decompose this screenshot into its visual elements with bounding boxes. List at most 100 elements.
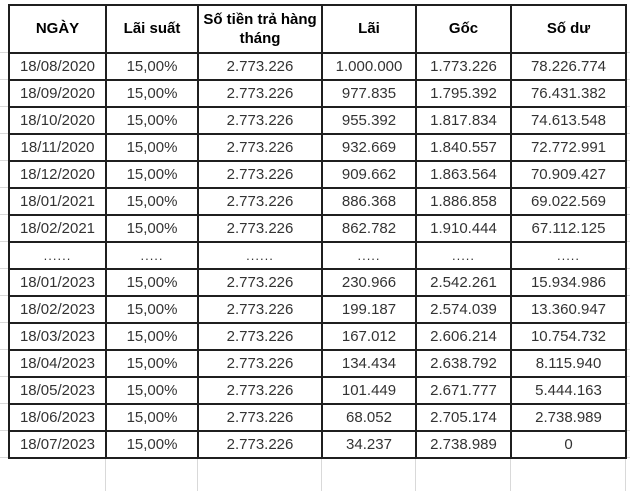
cell-date[interactable]: 18/12/2020 (8, 160, 107, 189)
cell-interest[interactable]: 34.237 (321, 430, 417, 459)
cell-payment[interactable]: 2.773.226 (197, 160, 323, 189)
cell-date[interactable]: ...... (8, 241, 107, 270)
cell-date[interactable]: 18/06/2023 (8, 403, 107, 432)
cell-payment[interactable]: 2.773.226 (197, 349, 323, 378)
cell-rate[interactable]: 15,00% (105, 79, 199, 108)
cell-principal[interactable]: 2.671.777 (415, 376, 512, 405)
column-header-rate[interactable]: Lãi suất (105, 4, 199, 54)
cell-interest[interactable]: 862.782 (321, 214, 417, 243)
cell-payment[interactable]: 2.773.226 (197, 376, 323, 405)
cell-payment[interactable]: 2.773.226 (197, 106, 323, 135)
cell-principal[interactable]: 1.840.557 (415, 133, 512, 162)
cell-date[interactable]: 18/01/2023 (8, 268, 107, 297)
cell-date[interactable]: 18/01/2021 (8, 187, 107, 216)
cell-balance[interactable]: 0 (510, 430, 627, 459)
cell-principal[interactable]: 2.606.214 (415, 322, 512, 351)
cell-payment[interactable]: 2.773.226 (197, 403, 323, 432)
cell-payment[interactable]: ...... (197, 241, 323, 270)
cell-payment[interactable]: 2.773.226 (197, 133, 323, 162)
cell-balance[interactable]: 78.226.774 (510, 52, 627, 81)
cell-principal[interactable]: 2.738.989 (415, 430, 512, 459)
cell-date[interactable]: 18/10/2020 (8, 106, 107, 135)
cell-balance[interactable]: 5.444.163 (510, 376, 627, 405)
cell-balance[interactable]: ..... (510, 241, 627, 270)
cell-date[interactable]: 18/07/2023 (8, 430, 107, 459)
cell-rate[interactable]: 15,00% (105, 349, 199, 378)
cell-rate[interactable]: 15,00% (105, 295, 199, 324)
cell-principal[interactable]: ..... (415, 241, 512, 270)
column-header-date[interactable]: NGÀY (8, 4, 107, 54)
cell-balance[interactable]: 13.360.947 (510, 295, 627, 324)
cell-rate[interactable]: 15,00% (105, 106, 199, 135)
cell-rate[interactable]: ..... (105, 241, 199, 270)
cell-balance[interactable]: 15.934.986 (510, 268, 627, 297)
table-row: 18/08/2020 15,00% 2.773.226 1.000.000 1.773.… (8, 52, 627, 81)
cell-principal[interactable]: 2.705.174 (415, 403, 512, 432)
column-header-balance[interactable]: Số dư (510, 4, 627, 54)
cell-principal[interactable]: 1.910.444 (415, 214, 512, 243)
cell-interest[interactable]: 977.835 (321, 79, 417, 108)
cell-rate[interactable]: 15,00% (105, 160, 199, 189)
cell-balance[interactable]: 74.613.548 (510, 106, 627, 135)
cell-rate[interactable]: 15,00% (105, 52, 199, 81)
cell-payment[interactable]: 2.773.226 (197, 187, 323, 216)
cell-interest[interactable]: 909.662 (321, 160, 417, 189)
cell-principal[interactable]: 2.638.792 (415, 349, 512, 378)
cell-balance[interactable]: 69.022.569 (510, 187, 627, 216)
cell-interest[interactable]: 955.392 (321, 106, 417, 135)
cell-balance[interactable]: 8.115.940 (510, 349, 627, 378)
cell-balance[interactable]: 10.754.732 (510, 322, 627, 351)
cell-payment[interactable]: 2.773.226 (197, 430, 323, 459)
cell-rate[interactable]: 15,00% (105, 322, 199, 351)
cell-rate[interactable]: 15,00% (105, 214, 199, 243)
cell-balance[interactable]: 2.738.989 (510, 403, 627, 432)
cell-balance[interactable]: 70.909.427 (510, 160, 627, 189)
cell-rate[interactable]: 15,00% (105, 133, 199, 162)
cell-payment[interactable]: 2.773.226 (197, 52, 323, 81)
cell-rate[interactable]: 15,00% (105, 376, 199, 405)
cell-payment[interactable]: 2.773.226 (197, 268, 323, 297)
cell-interest[interactable]: ..... (321, 241, 417, 270)
cell-date[interactable]: 18/08/2020 (8, 52, 107, 81)
cell-principal[interactable]: 1.817.834 (415, 106, 512, 135)
column-header-payment[interactable]: Số tiền trả hàng tháng (197, 4, 323, 54)
cell-rate[interactable]: 15,00% (105, 403, 199, 432)
cell-date[interactable]: 18/02/2021 (8, 214, 107, 243)
cell-payment[interactable]: 2.773.226 (197, 79, 323, 108)
cell-principal[interactable]: 2.574.039 (415, 295, 512, 324)
cell-rate[interactable]: 15,00% (105, 187, 199, 216)
gridline-stub (0, 268, 8, 269)
cell-principal[interactable]: 1.863.564 (415, 160, 512, 189)
cell-principal[interactable]: 1.886.858 (415, 187, 512, 216)
cell-payment[interactable]: 2.773.226 (197, 322, 323, 351)
gridline-stub (0, 52, 8, 53)
cell-date[interactable]: 18/02/2023 (8, 295, 107, 324)
cell-interest[interactable]: 199.187 (321, 295, 417, 324)
cell-date[interactable]: 18/03/2023 (8, 322, 107, 351)
cell-rate[interactable]: 15,00% (105, 268, 199, 297)
cell-balance[interactable]: 67.112.125 (510, 214, 627, 243)
cell-principal[interactable]: 1.795.392 (415, 79, 512, 108)
column-header-principal[interactable]: Gốc (415, 4, 512, 54)
column-header-interest[interactable]: Lãi (321, 4, 417, 54)
cell-principal[interactable]: 1.773.226 (415, 52, 512, 81)
cell-interest[interactable]: 932.669 (321, 133, 417, 162)
cell-rate[interactable]: 15,00% (105, 430, 199, 459)
cell-interest[interactable]: 101.449 (321, 376, 417, 405)
cell-interest[interactable]: 230.966 (321, 268, 417, 297)
cell-date[interactable]: 18/05/2023 (8, 376, 107, 405)
cell-balance[interactable]: 72.772.991 (510, 133, 627, 162)
cell-balance[interactable]: 76.431.382 (510, 79, 627, 108)
cell-interest[interactable]: 1.000.000 (321, 52, 417, 81)
cell-interest[interactable]: 134.434 (321, 349, 417, 378)
cell-date[interactable]: 18/04/2023 (8, 349, 107, 378)
cell-payment[interactable]: 2.773.226 (197, 214, 323, 243)
cell-payment[interactable]: 2.773.226 (197, 295, 323, 324)
gridline-stub (627, 79, 630, 80)
cell-date[interactable]: 18/09/2020 (8, 79, 107, 108)
cell-interest[interactable]: 167.012 (321, 322, 417, 351)
cell-principal[interactable]: 2.542.261 (415, 268, 512, 297)
cell-date[interactable]: 18/11/2020 (8, 133, 107, 162)
cell-interest[interactable]: 886.368 (321, 187, 417, 216)
cell-interest[interactable]: 68.052 (321, 403, 417, 432)
